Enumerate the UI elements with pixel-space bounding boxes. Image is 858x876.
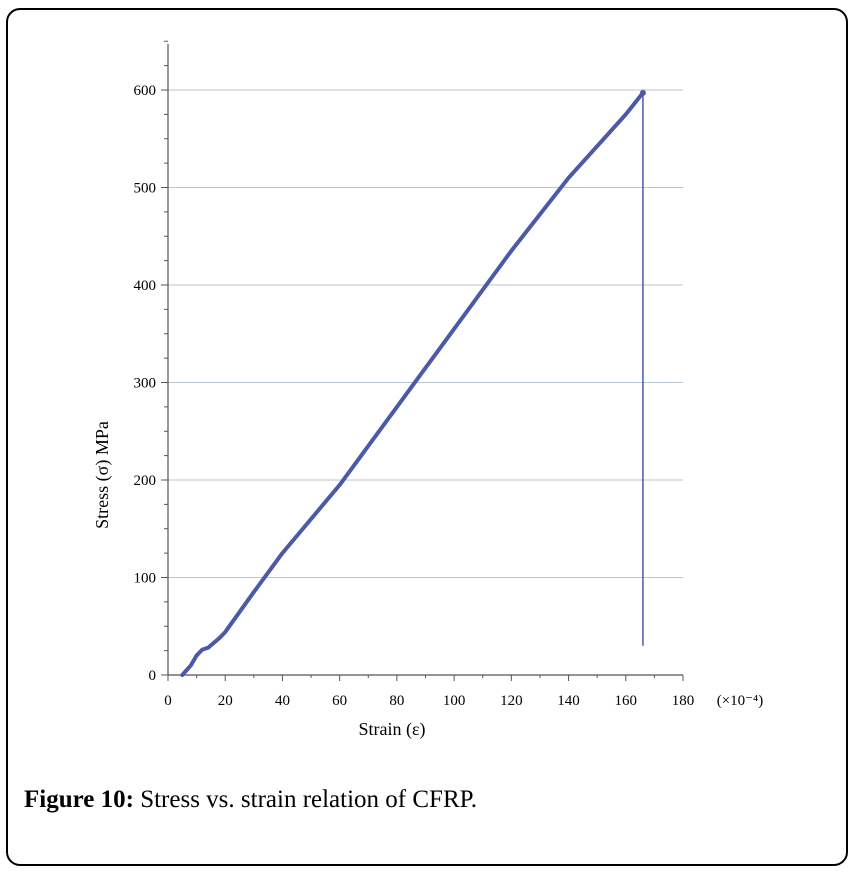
y-tick-label-0: 0: [149, 668, 157, 684]
x-tick-label-0: 0: [164, 693, 172, 709]
series: [180, 89, 646, 677]
x-axis-unit: (×10⁻⁴): [717, 693, 764, 709]
series-line-0: [180, 90, 645, 677]
x-tick-label-180: 180: [672, 693, 695, 709]
y-tick-label-600: 600: [134, 83, 157, 99]
y-tick-label-500: 500: [134, 181, 157, 197]
x-tick-label-40: 40: [275, 693, 290, 709]
y-axis-title: Stress (σ) MPa: [92, 421, 113, 529]
x-tick-label-140: 140: [557, 693, 580, 709]
grid-lines: [168, 89, 683, 578]
x-tick-label-20: 20: [218, 693, 233, 709]
figure-frame: [6, 8, 848, 866]
y-tick-label-200: 200: [134, 473, 157, 489]
y-tick-label-300: 300: [134, 376, 157, 392]
x-tick-label-120: 120: [500, 693, 523, 709]
x-tick-label-100: 100: [443, 693, 466, 709]
x-tick-label-160: 160: [615, 693, 638, 709]
caption-label: Figure 10:: [24, 786, 134, 813]
figure-caption: Figure 10: Stress vs. strain relation of…: [24, 786, 824, 814]
tick-labels: 0 100 200 300 400 500 600 0 20 40 60 80 100 120 140 160…: [134, 83, 695, 709]
axes: [161, 40, 684, 681]
x-tick-label-60: 60: [332, 693, 347, 709]
y-tick-label-400: 400: [134, 278, 157, 294]
x-axis-title: Strain (ε): [358, 719, 425, 740]
series-peak-point-0: [639, 89, 646, 96]
caption-text: Stress vs. strain relation of CFRP.: [133, 786, 478, 813]
y-tick-label-100: 100: [134, 571, 157, 587]
x-tick-label-80: 80: [389, 693, 404, 709]
